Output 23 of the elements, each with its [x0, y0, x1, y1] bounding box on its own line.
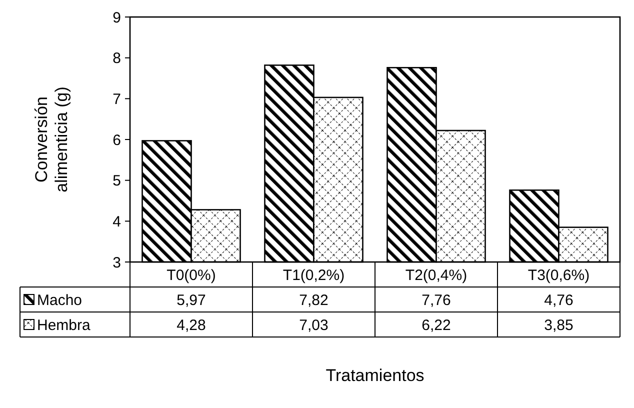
data-label: 5,97 [176, 292, 206, 309]
data-label: 7,76 [422, 292, 451, 309]
x-tick-label: T2(0,4%) [405, 266, 468, 284]
y-tick-label: 5 [112, 172, 121, 190]
x-tick-label: T3(0,6%) [528, 266, 590, 284]
y-tick-label: 6 [112, 132, 121, 149]
legend-label: Macho [37, 292, 82, 309]
y-tick-label: 9 [112, 9, 121, 26]
y-tick-label: 3 [112, 254, 121, 272]
x-tick-label: T0(0%) [166, 266, 216, 284]
legend-label: Hembra [37, 316, 92, 334]
y-axis-title: Conversión alimenticia (g) [32, 86, 71, 192]
data-label: 4,76 [544, 292, 574, 309]
y-tick-label: 4 [112, 213, 121, 230]
x-axis-title: Tratamientos [326, 366, 424, 385]
y-tick-label: 7 [112, 90, 121, 108]
data-label: 7,03 [299, 316, 328, 334]
y-tick-label: 8 [112, 50, 121, 68]
data-label: 7,82 [299, 292, 328, 309]
x-tick-label: T1(0,2%) [282, 266, 345, 284]
data-label: 3,85 [544, 316, 574, 334]
data-label: 4,28 [176, 316, 206, 334]
data-label: 6,22 [422, 316, 451, 334]
